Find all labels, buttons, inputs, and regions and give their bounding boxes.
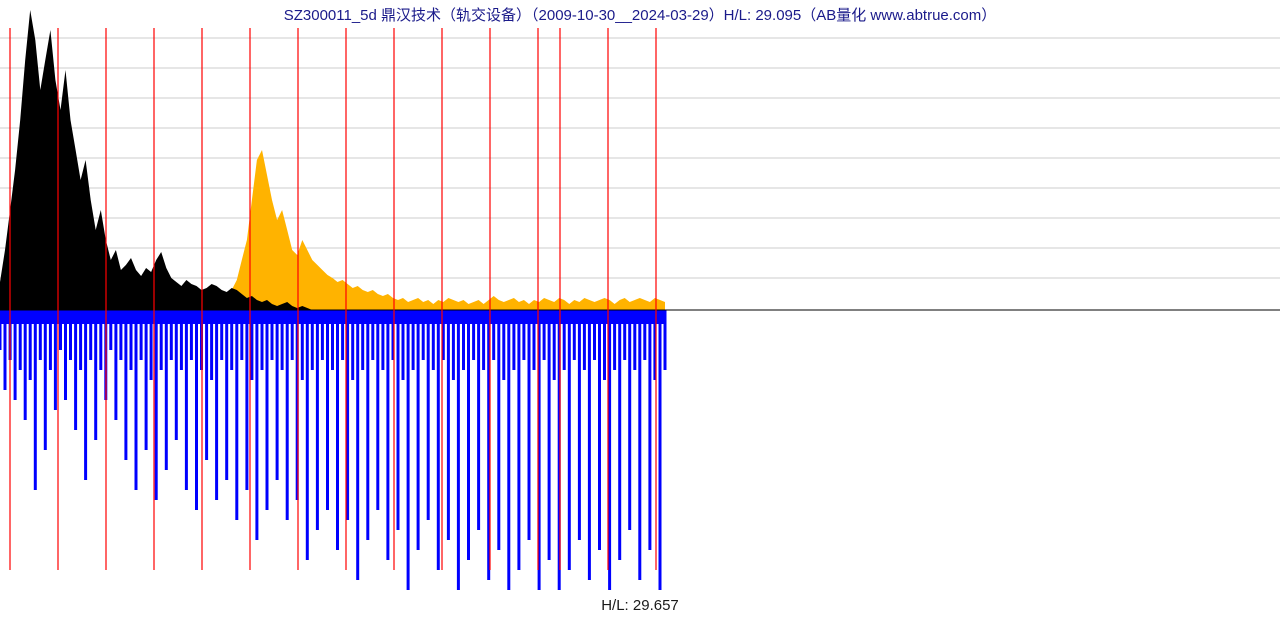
upper-series-black [0, 10, 665, 310]
stock-chart [0, 0, 1280, 620]
lower-series-blue [0, 310, 665, 590]
bottom-hl-label: H/L: 29.657 [0, 597, 1280, 614]
